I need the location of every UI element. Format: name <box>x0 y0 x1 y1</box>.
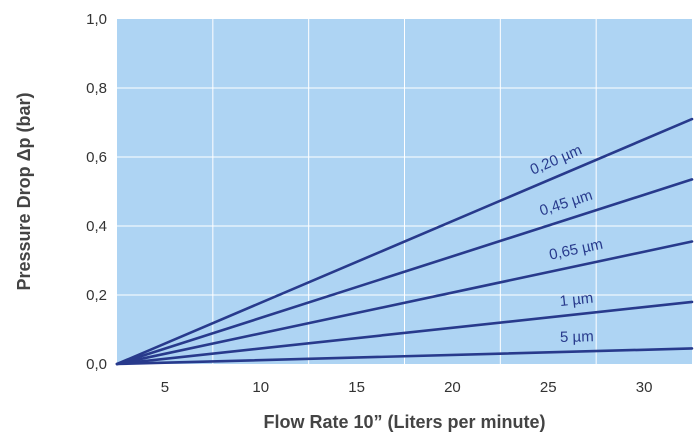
series-line <box>115 117 694 366</box>
x-tick-label: 15 <box>348 379 365 396</box>
y-axis-title: Pressure Drop Δp (bar) <box>14 93 34 291</box>
y-tick-label: 0,6 <box>86 149 107 166</box>
y-tick-label: 1,0 <box>86 11 107 28</box>
series-label: 1 µm <box>559 290 594 311</box>
series-label: 5 µm <box>560 328 594 346</box>
x-tick-label: 5 <box>161 379 169 396</box>
x-axis-ticks: 5 10 15 20 25 30 <box>161 379 653 396</box>
series-line <box>115 347 694 366</box>
y-tick-label: 0,0 <box>86 356 107 373</box>
x-tick-label: 25 <box>540 379 557 396</box>
x-tick-label: 10 <box>252 379 269 396</box>
x-tick-label: 20 <box>444 379 461 396</box>
y-tick-label: 0,2 <box>86 287 107 304</box>
series-line <box>115 178 694 366</box>
x-axis-title: Flow Rate 10” (Liters per minute) <box>263 412 545 432</box>
series-lines <box>115 117 694 366</box>
x-tick-label: 30 <box>636 379 653 396</box>
series-line <box>115 240 694 366</box>
y-tick-label: 0,8 <box>86 80 107 97</box>
y-axis-ticks: 0,0 0,2 0,4 0,6 0,8 1,0 <box>86 11 107 373</box>
series-line <box>115 300 694 366</box>
y-tick-label: 0,4 <box>86 218 107 235</box>
grid-lines <box>117 19 692 364</box>
